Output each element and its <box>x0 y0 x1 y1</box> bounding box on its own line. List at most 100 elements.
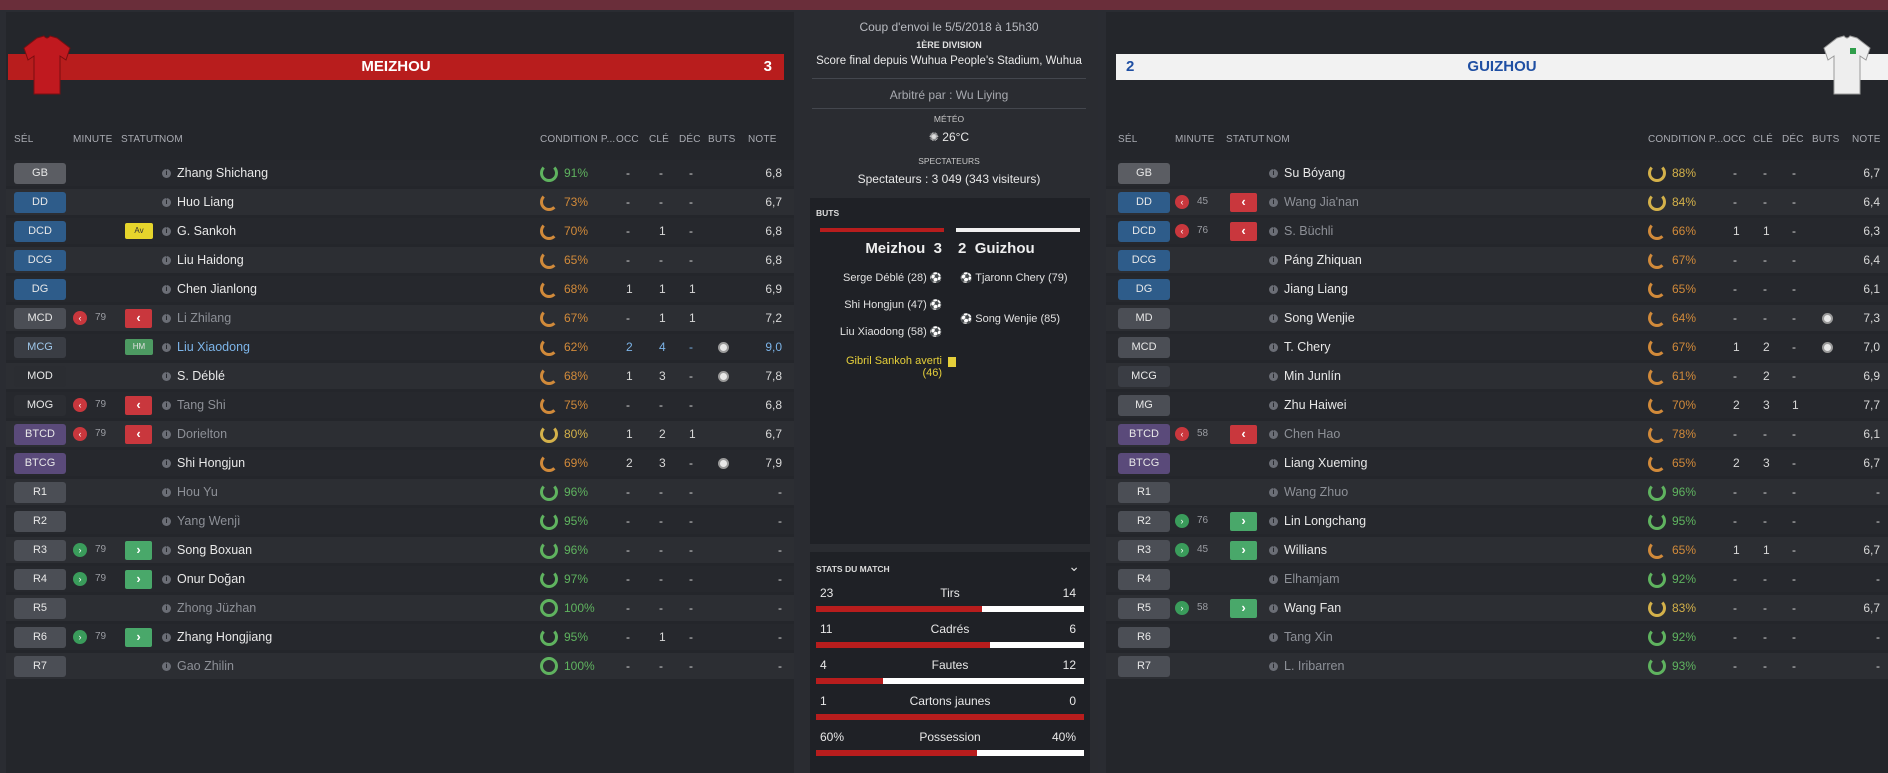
player-row[interactable]: DD i Huo Liang 73% - - - 6,7 <box>6 189 794 215</box>
info-icon[interactable]: i <box>1269 459 1278 468</box>
player-name[interactable]: Min Junlín <box>1284 369 1341 383</box>
sub-in-button[interactable]: › <box>125 628 152 647</box>
info-icon[interactable]: i <box>1269 314 1278 323</box>
info-icon[interactable]: i <box>1269 372 1278 381</box>
player-name[interactable]: Chen Jianlong <box>177 282 257 296</box>
player-name[interactable]: Chen Hao <box>1284 427 1341 441</box>
player-row[interactable]: DCG i Páng Zhiquan 67% - - - 6,4 <box>1106 247 1888 273</box>
player-row[interactable]: R1 i Hou Yu 96% - - - - <box>6 479 794 505</box>
player-row[interactable]: MOG ‹ 79 ‹ i Tang Shi 75% - - - 6,8 <box>6 392 794 418</box>
column-header-nom[interactable]: NOM <box>159 134 183 145</box>
player-name[interactable]: Wang Fan <box>1284 601 1342 615</box>
position-badge[interactable]: DCG <box>1118 250 1170 271</box>
player-row[interactable]: DG i Jiang Liang 65% - - - 6,1 <box>1106 276 1888 302</box>
column-header-statut[interactable]: STATUT <box>1226 134 1265 145</box>
player-name[interactable]: Onur Doğan <box>177 572 246 586</box>
position-badge[interactable]: R6 <box>1118 627 1170 648</box>
player-row[interactable]: DG i Chen Jianlong 68% 1 1 1 6,9 <box>6 276 794 302</box>
info-icon[interactable]: i <box>162 285 171 294</box>
player-name[interactable]: L. Iribarren <box>1284 659 1345 673</box>
player-row[interactable]: BTCD ‹ 58 ‹ i Chen Hao 78% - - - 6,1 <box>1106 421 1888 447</box>
info-icon[interactable]: i <box>1269 488 1278 497</box>
player-row[interactable]: R3 › 45 › i Willians 65% 1 1 - 6,7 <box>1106 537 1888 563</box>
position-badge[interactable]: MCG <box>1118 366 1170 387</box>
position-badge[interactable]: R7 <box>14 656 66 677</box>
info-icon[interactable]: i <box>1269 401 1278 410</box>
column-header-buts[interactable]: BUTS <box>708 134 736 145</box>
position-badge[interactable]: GB <box>1118 163 1170 184</box>
position-badge[interactable]: R1 <box>14 482 66 503</box>
player-row[interactable]: R2 › 76 › i Lin Longchang 95% - - - - <box>1106 508 1888 534</box>
position-badge[interactable]: R7 <box>1118 656 1170 677</box>
info-icon[interactable]: i <box>1269 517 1278 526</box>
player-row[interactable]: BTCD ‹ 79 ‹ i Dorielton 80% 1 2 1 6,7 <box>6 421 794 447</box>
column-header-nom[interactable]: NOM <box>1266 134 1290 145</box>
player-name[interactable]: Lin Longchang <box>1284 514 1367 528</box>
column-header-sel[interactable]: SÉL <box>1118 134 1138 145</box>
sub-in-button[interactable]: › <box>1230 599 1257 618</box>
position-badge[interactable]: R5 <box>1118 598 1170 619</box>
info-icon[interactable]: i <box>162 488 171 497</box>
player-name[interactable]: Tang Shi <box>177 398 226 412</box>
position-badge[interactable]: BTCG <box>1118 453 1170 474</box>
player-name[interactable]: Su Bóyang <box>1284 166 1346 180</box>
player-name[interactable]: G. Sankoh <box>177 224 237 238</box>
position-badge[interactable]: BTCD <box>1118 424 1170 445</box>
position-badge[interactable]: R1 <box>1118 482 1170 503</box>
position-badge[interactable]: R4 <box>1118 569 1170 590</box>
position-badge[interactable]: GB <box>14 163 66 184</box>
home-team-name[interactable]: MEIZHOU <box>361 58 431 75</box>
player-row[interactable]: BTCG i Shi Hongjun 69% 2 3 - 7,9 <box>6 450 794 476</box>
info-icon[interactable]: i <box>162 662 171 671</box>
player-row[interactable]: R5 › 58 › i Wang Fan 83% - - - 6,7 <box>1106 595 1888 621</box>
position-badge[interactable]: MCD <box>14 308 66 329</box>
column-header-note[interactable]: NOTE <box>748 134 777 145</box>
away-team-name[interactable]: GUIZHOU <box>1467 58 1537 75</box>
player-row[interactable]: MCG HM i Liu Xiaodong 62% 2 4 - 9,0 <box>6 334 794 360</box>
player-name[interactable]: Dorielton <box>177 427 228 441</box>
info-icon[interactable]: i <box>162 633 171 642</box>
player-row[interactable]: MCD ‹ 79 ‹ i Li Zhilang 67% - 1 1 7,2 <box>6 305 794 331</box>
position-badge[interactable]: DD <box>1118 192 1170 213</box>
position-badge[interactable]: MOD <box>14 366 66 387</box>
info-icon[interactable]: i <box>162 314 171 323</box>
player-row[interactable]: R6 › 79 › i Zhang Hongjiang 95% - 1 - - <box>6 624 794 650</box>
column-header-dec[interactable]: DÉC <box>1782 134 1804 145</box>
column-header-note[interactable]: NOTE <box>1852 134 1881 145</box>
player-name[interactable]: Tang Xin <box>1284 630 1333 644</box>
player-name[interactable]: Yang Wenjì <box>177 514 241 528</box>
column-header-cond[interactable]: CONDITION P... <box>1648 134 1724 145</box>
info-icon[interactable]: i <box>1269 256 1278 265</box>
player-name[interactable]: Liang Xueming <box>1284 456 1368 470</box>
player-name[interactable]: Jiang Liang <box>1284 282 1348 296</box>
info-icon[interactable]: i <box>162 227 171 236</box>
sub-out-button[interactable]: ‹ <box>125 396 152 415</box>
player-row[interactable]: MG i Zhu Haiwei 70% 2 3 1 7,7 <box>1106 392 1888 418</box>
info-icon[interactable]: i <box>162 198 171 207</box>
info-icon[interactable]: i <box>162 604 171 613</box>
column-header-statut[interactable]: STATUT <box>121 134 160 145</box>
player-name[interactable]: Hou Yu <box>177 485 218 499</box>
position-badge[interactable]: DD <box>14 192 66 213</box>
position-badge[interactable]: DG <box>1118 279 1170 300</box>
player-name[interactable]: S. Büchli <box>1284 224 1334 238</box>
sub-in-button[interactable]: › <box>1230 541 1257 560</box>
info-icon[interactable]: i <box>162 169 171 178</box>
column-header-minute[interactable]: MINUTE <box>73 134 113 145</box>
position-badge[interactable]: R2 <box>1118 511 1170 532</box>
player-row[interactable]: DCD ‹ 76 ‹ i S. Büchli 66% 1 1 - 6,3 <box>1106 218 1888 244</box>
player-name[interactable]: Zhang Hongjiang <box>177 630 273 644</box>
player-row[interactable]: R5 i Zhong Jüzhan 100% - - - - <box>6 595 794 621</box>
position-badge[interactable]: DG <box>14 279 66 300</box>
info-icon[interactable]: i <box>1269 285 1278 294</box>
player-name[interactable]: Wang Zhuo <box>1284 485 1349 499</box>
player-row[interactable]: R4 › 79 › i Onur Doğan 97% - - - - <box>6 566 794 592</box>
player-name[interactable]: Li Zhilang <box>177 311 232 325</box>
position-badge[interactable]: R2 <box>14 511 66 532</box>
player-row[interactable]: DCD Av i G. Sankoh 70% - 1 - 6,8 <box>6 218 794 244</box>
player-row[interactable]: MCG i Min Junlín 61% - 2 - 6,9 <box>1106 363 1888 389</box>
position-badge[interactable]: R3 <box>14 540 66 561</box>
player-row[interactable]: MOD i S. Déblé 68% 1 3 - 7,8 <box>6 363 794 389</box>
player-name[interactable]: Huo Liang <box>177 195 234 209</box>
player-row[interactable]: R2 i Yang Wenjì 95% - - - - <box>6 508 794 534</box>
